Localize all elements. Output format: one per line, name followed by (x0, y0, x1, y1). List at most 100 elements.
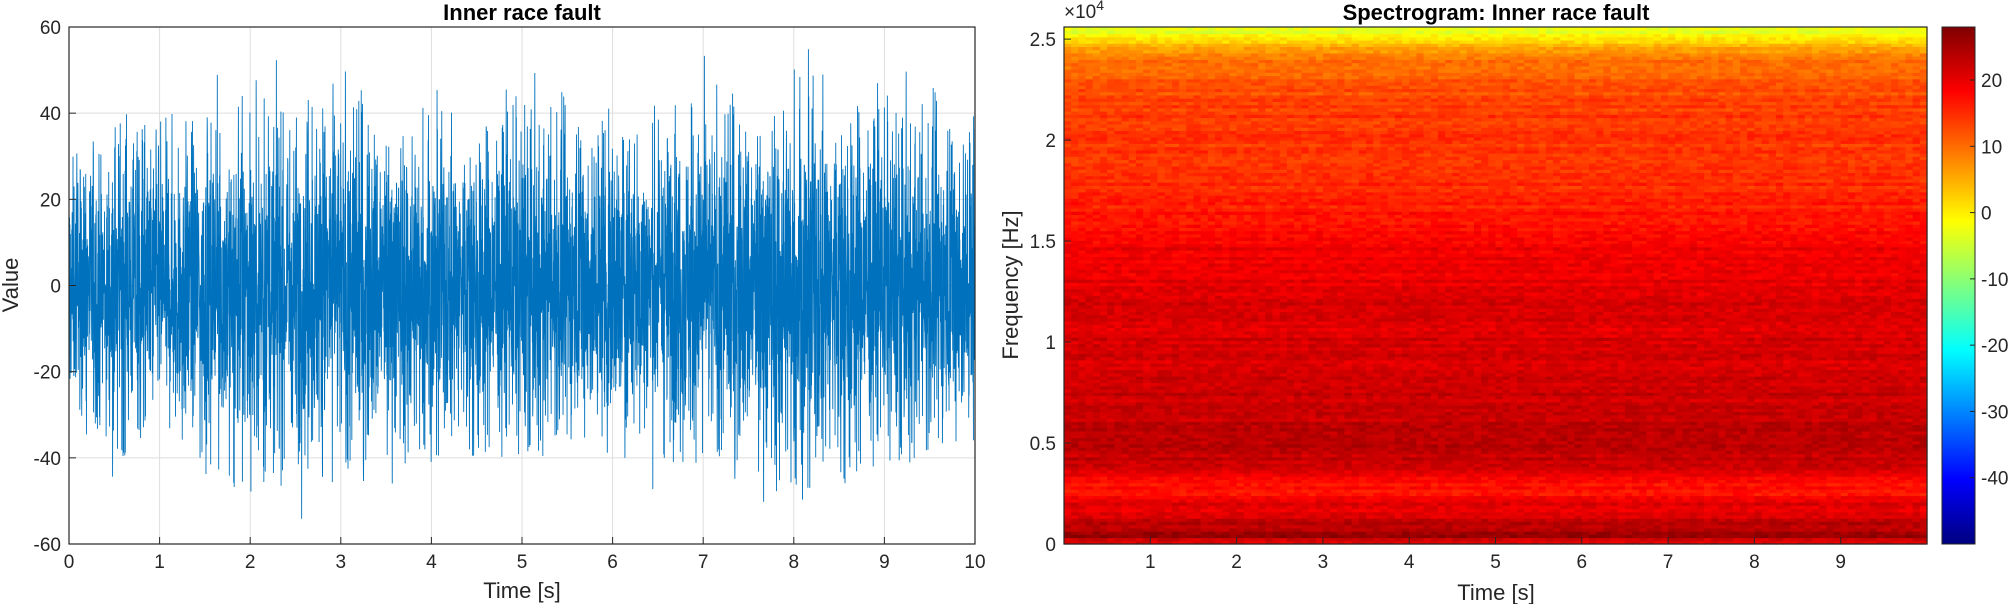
spectrogram-cell (1200, 518, 1209, 522)
spectrogram-cell (1811, 498, 1820, 503)
spectrogram-cell (1574, 514, 1583, 519)
spectrogram-cell (1092, 498, 1101, 503)
spectrogram-cell (1675, 508, 1684, 513)
spectrogram-cell (1632, 521, 1640, 526)
spectrogram-cell (1337, 527, 1346, 532)
spectrogram-cell (1452, 518, 1461, 522)
spectrogram-cell (1330, 482, 1338, 487)
spectrogram-cell (1603, 485, 1612, 490)
spectrogram-cell (1380, 485, 1389, 490)
spectrogram-cell (1689, 508, 1698, 513)
spectrogram-cell (1588, 492, 1597, 497)
spectrogram-cell (1819, 485, 1827, 490)
spectrogram-cell (1215, 495, 1223, 500)
spectrogram-cell (1294, 524, 1302, 529)
spectrogram-cell (1797, 485, 1806, 490)
spectrogram-cell (1416, 531, 1425, 535)
spectrogram-cell (1538, 489, 1547, 493)
spectrogram-cell (1445, 534, 1453, 539)
spectrogram-cell (1186, 531, 1195, 535)
spectrogram-cell (1092, 508, 1101, 513)
spectrogram-cell (1696, 524, 1705, 529)
spectrogram-cell (1826, 521, 1835, 526)
spectrogram-cell (1459, 508, 1468, 513)
spectrogram-cell (1078, 495, 1087, 500)
spectrogram-cell (1423, 492, 1432, 497)
spectrogram-cell (1840, 514, 1849, 519)
spectrogram-cell (1588, 511, 1597, 516)
spectrogram-cell (1330, 508, 1338, 513)
spectrogram-cell (1581, 495, 1590, 500)
spectrogram-cell (1373, 521, 1382, 526)
spectrogram-cell (1099, 505, 1108, 510)
spectrogram-cell (1545, 482, 1554, 487)
spectrogram-cell (1135, 485, 1144, 490)
spectrogram-cell (1186, 495, 1195, 500)
spectrogram-cell (1215, 540, 1223, 545)
spectrogram-cell (1402, 527, 1410, 532)
spectrogram-cell (1445, 518, 1453, 522)
spectrogram-cell (1200, 511, 1209, 516)
spectrogram-cell (1603, 508, 1612, 513)
spectrogram-cell (1905, 537, 1914, 542)
spectrogram-cell (1143, 537, 1151, 542)
spectrogram-cell (1855, 518, 1863, 522)
spectrogram-cell (1919, 531, 1928, 535)
spectrogram-cell (1826, 540, 1835, 545)
spectrogram-cell (1279, 489, 1288, 493)
spectrogram-cell (1085, 511, 1094, 516)
spectrogram-cell (1423, 537, 1432, 542)
spectrogram-cell (1250, 514, 1259, 519)
spectrogram-cell (1459, 511, 1468, 516)
spectrogram-cell (1596, 505, 1604, 510)
spectrogram-cell (1337, 501, 1346, 506)
spectrogram-cell (1308, 531, 1317, 535)
spectrogram-cell (1502, 485, 1511, 490)
spectrogram-cell (1811, 508, 1820, 513)
spectrogram-cell (1373, 511, 1382, 516)
spectrogram-cell (1581, 531, 1590, 535)
spectrogram-cell (1747, 531, 1755, 535)
spectrogram-cell (1207, 540, 1216, 545)
spectrogram-cell (1150, 505, 1159, 510)
spectrogram-cell (1157, 527, 1166, 532)
spectrogram-cell (1085, 527, 1094, 532)
spectrogram-cell (1258, 479, 1266, 484)
spectrogram-cell (1193, 489, 1202, 493)
spectrogram-cell (1330, 514, 1338, 519)
spectrogram-cell (1747, 511, 1755, 516)
spectrogram-cell (1409, 518, 1417, 522)
spectrogram-cell (1387, 489, 1396, 493)
spectrogram-cell (1675, 540, 1684, 545)
spectrogram-cell (1610, 521, 1619, 526)
spectrogram-cell (1215, 534, 1223, 539)
spectrogram-cell (1732, 531, 1741, 535)
spectrogram-cell (1387, 524, 1396, 529)
spectrogram-cell (1883, 527, 1892, 532)
spectrogram-cell (1481, 492, 1489, 497)
spectrogram-cell (1229, 489, 1238, 493)
spectrogram-cell (1704, 482, 1712, 487)
spectrogram-cell (1826, 527, 1835, 532)
spectrogram-cell (1610, 540, 1619, 545)
spectrogram-cell (1876, 518, 1885, 522)
spectrogram-cell (1711, 482, 1720, 487)
spectrogram-cell (1876, 511, 1885, 516)
spectrogram-cell (1387, 511, 1396, 516)
spectrogram-cell (1531, 492, 1540, 497)
spectrogram-cell (1581, 514, 1590, 519)
spectrogram-cell (1243, 537, 1252, 542)
spectrogram-cell (1761, 505, 1770, 510)
spectrogram-cell (1610, 514, 1619, 519)
spectrogram-cell (1653, 531, 1662, 535)
spectrogram-cell (1229, 485, 1238, 490)
spectrogram-cell (1768, 495, 1777, 500)
spectrogram-cell (1531, 518, 1540, 522)
spectrogram-cell (1481, 527, 1489, 532)
spectrogram-cell (1344, 501, 1353, 506)
spectrogram-cell (1373, 540, 1382, 545)
spectrogram-cell (1869, 492, 1878, 497)
spectrogram-cell (1912, 514, 1921, 519)
spectrogram-cell (1380, 511, 1389, 516)
spectrogram-cell (1171, 518, 1180, 522)
